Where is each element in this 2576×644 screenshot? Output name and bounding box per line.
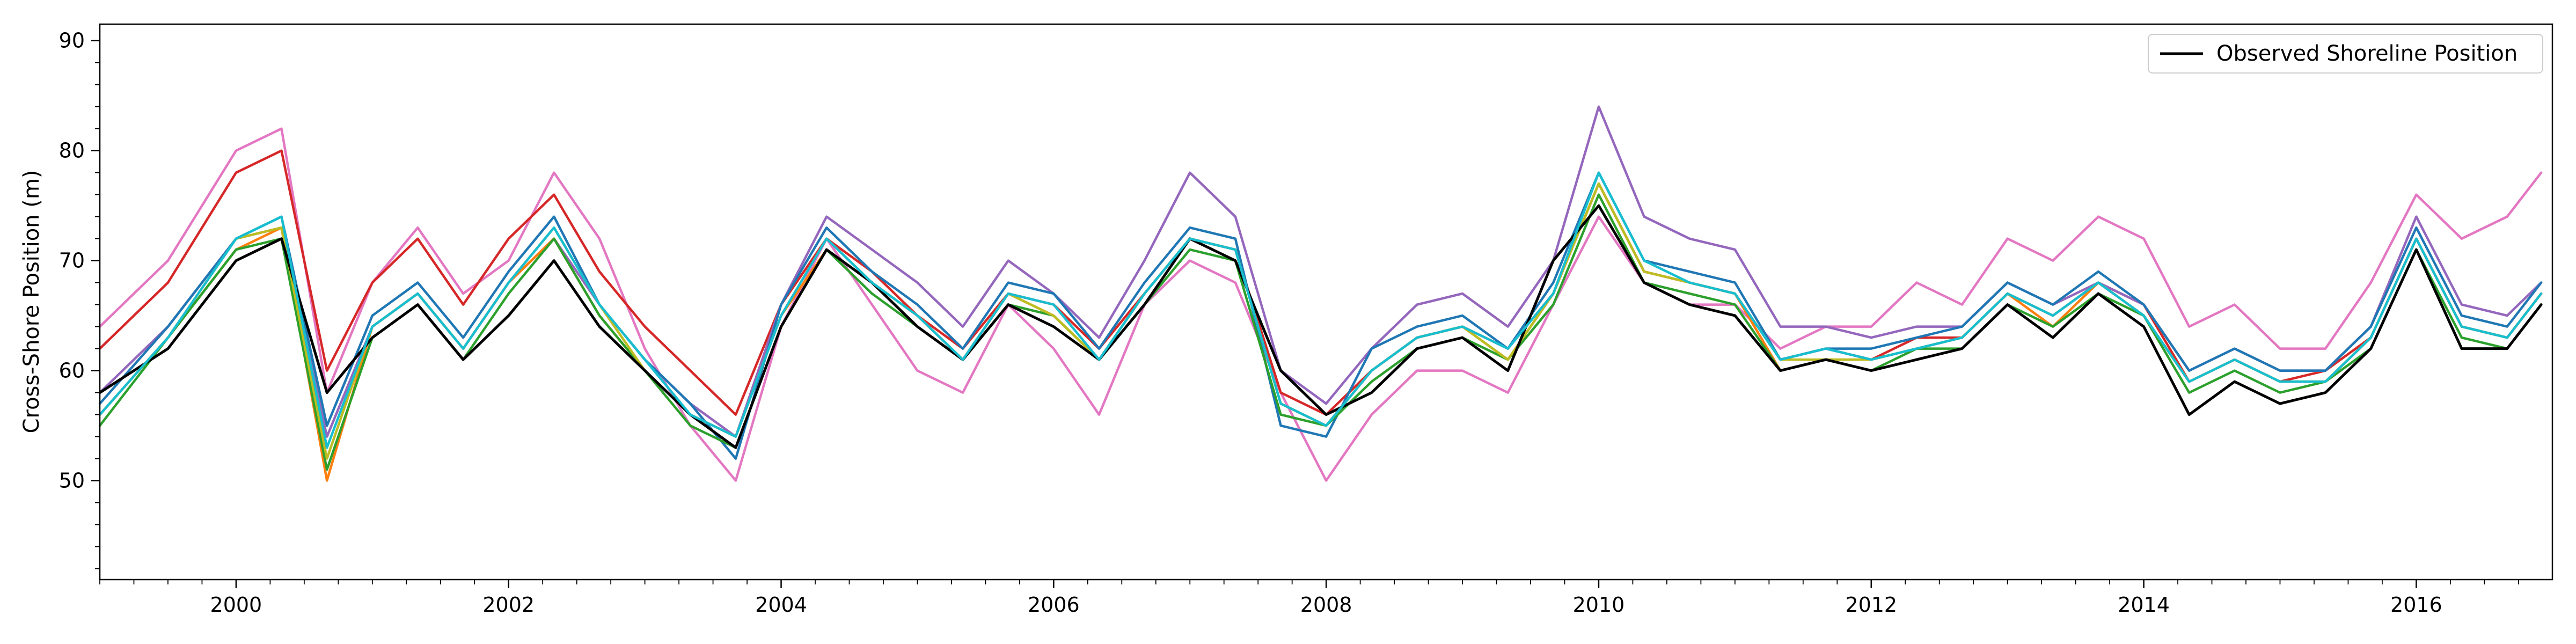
series-line-8 [98,171,2543,449]
y-tick-label: 60 [59,359,85,383]
y-axis-label: Cross-Shore Position (m) [19,170,44,434]
legend-box [2148,34,2543,74]
y-axis: 50 60 70 80 90 [59,29,100,569]
series-line-0 [98,204,2543,449]
x-tick-label: 2002 [482,593,535,617]
x-tick-label: 2010 [1573,593,1625,617]
y-tick-label: 90 [59,29,85,53]
legend: Observed Shoreline Position [2148,34,2543,74]
y-tick-label: 80 [59,139,85,163]
legend-label: Observed Shoreline Position [2216,41,2518,66]
x-tick-label: 2006 [1028,593,1080,617]
x-tick-label: 2000 [210,593,262,617]
y-tick-label: 50 [59,469,85,493]
x-tick-label: 2014 [2118,593,2170,617]
x-tick-label: 2008 [1300,593,1352,617]
plot-area [100,24,2552,580]
x-tick-label: 2004 [755,593,807,617]
series-line-6 [98,127,2543,482]
series-layer [98,105,2543,482]
x-tick-label: 2012 [1845,593,1897,617]
series-line-1 [98,171,2543,460]
x-axis: 2000 2002 2004 2006 2008 2010 2012 2014 2016 [99,580,2519,617]
x-tick-label: 2016 [2390,593,2442,617]
y-tick-label: 70 [59,249,85,273]
